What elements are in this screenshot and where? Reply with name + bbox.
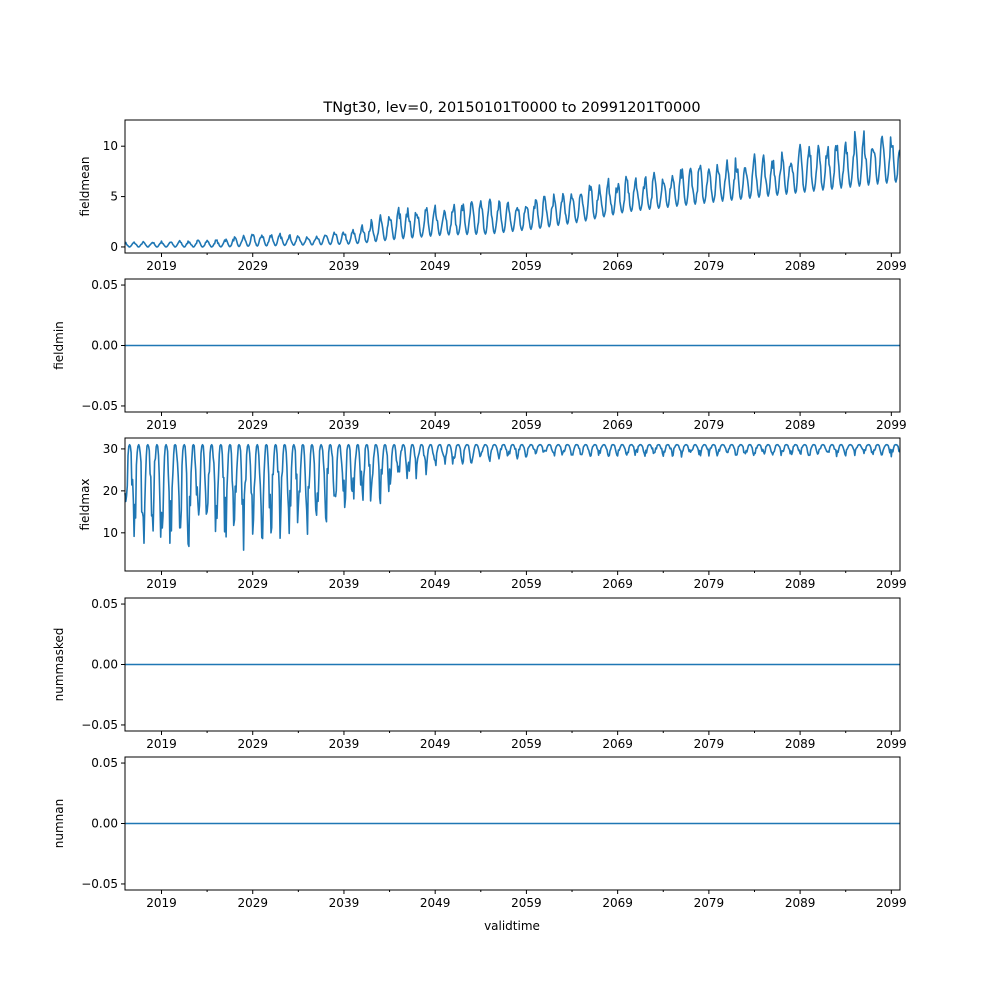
x-tick-label: 2099: [876, 737, 907, 751]
series-line-fieldmax: [124, 443, 901, 551]
x-tick-label: 2079: [694, 577, 725, 591]
y-tick-label: 0.00: [91, 817, 118, 831]
x-axis-label: validtime: [484, 919, 540, 933]
x-tick-label: 2039: [329, 896, 360, 910]
y-tick-label: −0.05: [81, 718, 118, 732]
x-tick-label: 2039: [329, 418, 360, 432]
x-tick-label: 2079: [694, 418, 725, 432]
y-axis-label: fieldmean: [78, 157, 92, 217]
y-tick-label: 0.00: [91, 339, 118, 353]
x-tick-label: 2049: [420, 259, 451, 273]
panel-nummasked: −0.05 0.00 0.05 nummasked 2019 2029 2039 2049 20…: [52, 597, 907, 751]
y-axis-label: fieldmax: [78, 478, 92, 530]
y-tick-label: 0.05: [91, 278, 118, 292]
x-tick-label: 2019: [146, 737, 177, 751]
x-tick-label: 2029: [237, 259, 268, 273]
x-tick-label: 2039: [329, 259, 360, 273]
y-tick-label: −0.05: [81, 399, 118, 413]
x-tick-label: 2059: [511, 896, 542, 910]
y-axis-label: numnan: [52, 799, 66, 848]
y-tick-label: 5: [110, 190, 118, 204]
x-tick-label: 2089: [785, 737, 816, 751]
series-line-fieldmean: [124, 130, 901, 248]
x-tick-label: 2079: [694, 896, 725, 910]
x-tick-label: 2099: [876, 259, 907, 273]
y-tick-label: 20: [103, 484, 118, 498]
y-tick-label: 0.00: [91, 658, 118, 672]
x-tick-label: 2089: [785, 259, 816, 273]
x-tick-label: 2029: [237, 577, 268, 591]
x-tick-label: 2099: [876, 418, 907, 432]
x-tick-label: 2069: [602, 418, 633, 432]
panel-numnan: −0.05 0.00 0.05 numnan 2019 2029 2039 2049 2059 2…: [52, 756, 907, 910]
x-tick-label: 2069: [602, 577, 633, 591]
x-tick-label: 2019: [146, 577, 177, 591]
x-tick-label: 2029: [237, 896, 268, 910]
x-tick-label: 2059: [511, 259, 542, 273]
x-tick-label: 2019: [146, 896, 177, 910]
y-tick-label: 0.05: [91, 756, 118, 770]
x-tick-label: 2099: [876, 577, 907, 591]
y-axis-label: fieldmin: [52, 321, 66, 370]
x-tick-label: 2049: [420, 577, 451, 591]
x-tick-label: 2069: [602, 896, 633, 910]
x-tick-label: 2079: [694, 259, 725, 273]
x-tick-label: 2049: [420, 737, 451, 751]
x-tick-label: 2059: [511, 577, 542, 591]
x-tick-label: 2029: [237, 737, 268, 751]
x-tick-label: 2089: [785, 577, 816, 591]
x-tick-label: 2039: [329, 737, 360, 751]
x-tick-label: 2079: [694, 737, 725, 751]
chart-title: TNgt30, lev=0, 20150101T0000 to 20991201…: [322, 100, 700, 116]
x-tick-label: 2019: [146, 418, 177, 432]
x-tick-label: 2049: [420, 896, 451, 910]
y-tick-label: −0.05: [81, 877, 118, 891]
y-tick-label: 10: [103, 526, 118, 540]
x-tick-label: 2029: [237, 418, 268, 432]
axes-frame: [124, 437, 901, 572]
panel-fieldmean: 0 5 10 fieldmean 2019 2029 2039 2049 2059 2069 207…: [78, 119, 907, 273]
x-tick-label: 2019: [146, 259, 177, 273]
y-tick-label: 10: [103, 139, 118, 153]
x-tick-label: 2089: [785, 896, 816, 910]
x-tick-label: 2059: [511, 418, 542, 432]
panel-fieldmax: 10 20 30 fieldmax 2019 2029 2039 2049 2059 2069 20…: [78, 437, 907, 591]
y-tick-label: 30: [103, 442, 118, 456]
x-tick-label: 2089: [785, 418, 816, 432]
axes-frame: [124, 119, 901, 254]
x-tick-label: 2069: [602, 259, 633, 273]
y-tick-label: 0.05: [91, 597, 118, 611]
x-tick-label: 2099: [876, 896, 907, 910]
x-tick-label: 2069: [602, 737, 633, 751]
y-axis-label: nummasked: [52, 628, 66, 702]
x-tick-label: 2059: [511, 737, 542, 751]
x-tick-label: 2039: [329, 577, 360, 591]
x-tick-label: 2049: [420, 418, 451, 432]
y-tick-label: 0: [110, 240, 118, 254]
panel-fieldmin: −0.05 0.00 0.05 fieldmin 2019 2029 2039 2049 205…: [52, 278, 907, 432]
